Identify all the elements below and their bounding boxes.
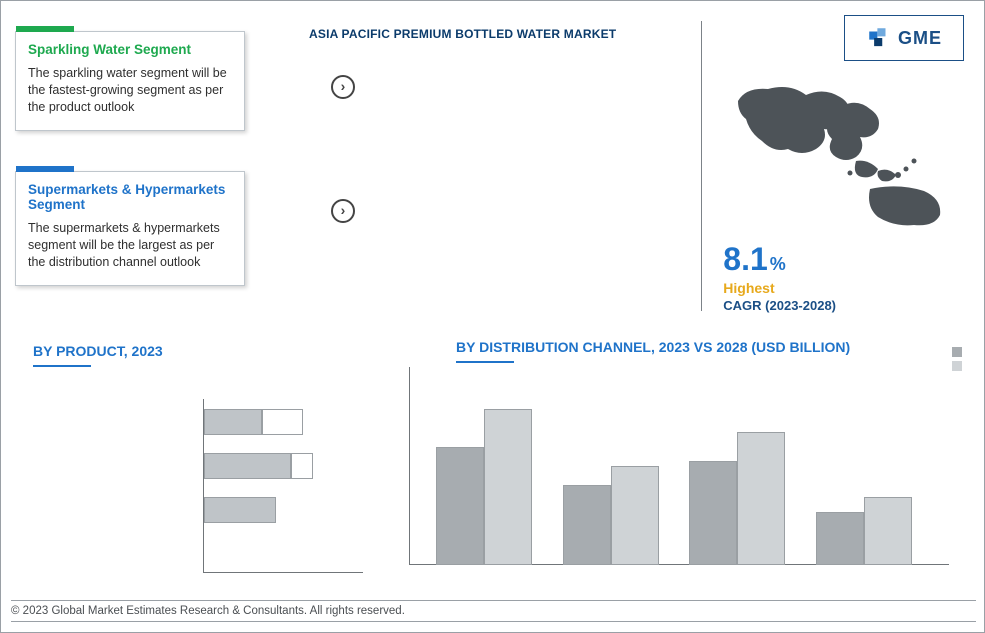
product-bar-segment: [204, 497, 276, 523]
chart-axis-y: [409, 367, 410, 565]
product-bar-segment: [204, 409, 262, 435]
by-product-title: BY PRODUCT, 2023: [33, 343, 163, 359]
expand-button-sparkling[interactable]: [331, 75, 355, 99]
segment-supermarkets: Supermarkets & Hypermarkets Segment The …: [15, 171, 245, 286]
cagr-period-label: CAGR (2023-2028): [723, 298, 836, 313]
distribution-bar-2023: [689, 461, 737, 566]
logo-cube-icon: [866, 25, 892, 51]
distribution-bar-group: [563, 466, 659, 565]
distribution-bar-2028: [864, 497, 912, 565]
distribution-bar-2023: [816, 512, 864, 565]
distribution-bar-group: [816, 497, 912, 565]
segment-accent-bar: [16, 26, 74, 32]
asia-pacific-map: [728, 79, 958, 229]
distribution-bar-2028: [484, 409, 532, 565]
cagr-value: 8.1: [723, 241, 767, 278]
cagr-highest-label: Highest: [723, 280, 836, 296]
by-distribution-title: BY DISTRIBUTION CHANNEL, 2023 VS 2028 (U…: [456, 339, 850, 355]
cagr-block: 8.1% Highest CAGR (2023-2028): [723, 241, 836, 313]
distribution-bar-2028: [611, 466, 659, 565]
segment-body: The supermarkets & hypermarkets segment …: [28, 220, 232, 271]
gme-logo: GME: [844, 15, 964, 61]
product-bar-segment: [204, 453, 291, 479]
segment-heading: Supermarkets & Hypermarkets Segment: [28, 182, 232, 212]
chart-axis-x: [203, 572, 363, 573]
segment-sparkling-water: Sparkling Water Segment The sparkling wa…: [15, 31, 245, 131]
expand-button-supermarkets[interactable]: [331, 199, 355, 223]
by-product-chart: [33, 399, 363, 569]
legend-swatch-2023: [952, 347, 962, 357]
product-bar-segment-alt: [262, 409, 304, 435]
page-title: ASIA PACIFIC PREMIUM BOTTLED WATER MARKE…: [309, 27, 616, 41]
distribution-bar-2023: [436, 447, 484, 565]
segment-accent-bar: [16, 166, 74, 172]
distribution-bar-group: [436, 409, 532, 565]
legend-swatch-2028: [952, 361, 962, 371]
distribution-bar-group: [689, 432, 785, 565]
segment-heading: Sparkling Water Segment: [28, 42, 232, 57]
distribution-legend: [952, 347, 962, 371]
divider-vertical: [701, 21, 702, 311]
copyright-text: © 2023 Global Market Estimates Research …: [11, 600, 976, 622]
distribution-bar-2023: [563, 485, 611, 565]
by-product-underline: [33, 365, 91, 367]
segment-body: The sparkling water segment will be the …: [28, 65, 232, 116]
by-distribution-chart: [401, 367, 949, 565]
by-distribution-underline: [456, 361, 514, 363]
cagr-percent-sign: %: [770, 254, 786, 275]
product-bar-segment-alt: [291, 453, 313, 479]
distribution-bar-2028: [737, 432, 785, 565]
logo-text: GME: [898, 28, 942, 49]
